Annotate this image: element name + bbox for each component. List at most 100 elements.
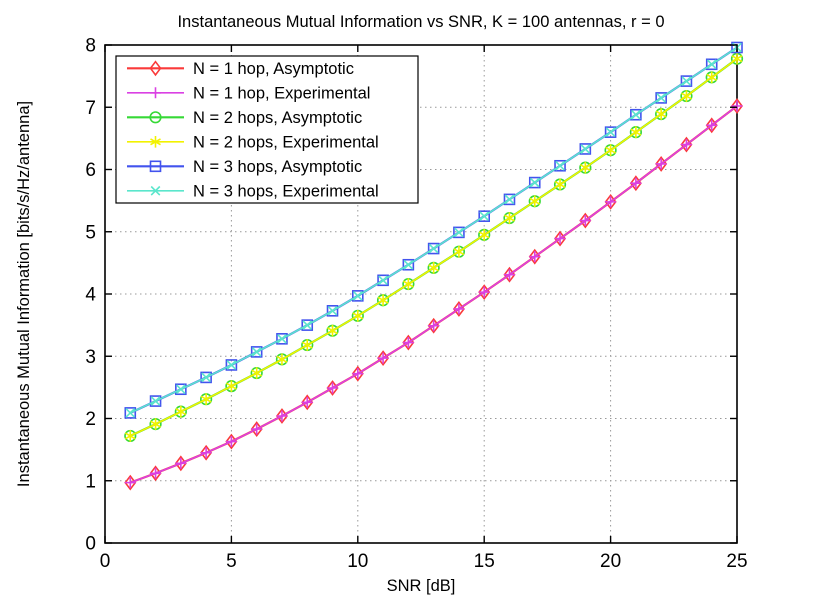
legend-entry-label: N = 2 hops, Asymptotic	[193, 109, 362, 127]
legend-entry-label: N = 3 hops, Experimental	[193, 182, 379, 200]
y-tick-label: 6	[85, 160, 96, 181]
plus-marker	[554, 233, 566, 245]
y-tick-label: 1	[85, 471, 96, 492]
legend: N = 1 hop, Asymptotic N = 1 hop, Experime…	[115, 55, 419, 204]
square-marker	[200, 371, 212, 384]
asterisk-marker	[175, 405, 187, 418]
square-marker	[402, 258, 415, 271]
x-marker	[631, 109, 641, 120]
square-marker	[276, 333, 288, 345]
square-marker	[225, 359, 238, 371]
x-tick-label: 5	[226, 551, 237, 572]
asterisk-marker	[352, 309, 364, 322]
y-tick-label: 8	[85, 36, 96, 57]
circle-marker	[149, 111, 162, 124]
y-axis-label: Instantaneous Mutual Information [bits/s…	[15, 101, 33, 487]
plus-marker	[301, 396, 313, 408]
x-marker	[504, 194, 515, 205]
legend-entry-label: N = 1 hop, Asymptotic	[193, 60, 354, 78]
asterisk-marker	[276, 353, 288, 366]
x-marker	[302, 320, 313, 330]
asterisk-marker	[529, 195, 541, 208]
asterisk-marker	[150, 136, 161, 148]
x-marker	[226, 360, 237, 370]
plus-marker	[377, 352, 389, 364]
plus-marker	[503, 269, 515, 281]
square-marker	[554, 159, 566, 172]
plus-marker	[150, 467, 162, 479]
series-1	[124, 100, 743, 489]
asterisk-marker	[706, 71, 718, 84]
square-marker	[528, 176, 541, 189]
asterisk-marker	[453, 245, 465, 258]
square-marker	[655, 92, 667, 104]
square-marker	[630, 108, 642, 121]
plus-marker	[478, 286, 490, 298]
plus-marker	[150, 87, 161, 99]
plus-marker	[352, 368, 364, 380]
square-marker	[377, 274, 389, 287]
x-marker	[580, 144, 591, 154]
series-3	[124, 52, 743, 442]
x-marker	[403, 259, 414, 270]
y-tick-label: 4	[85, 285, 96, 306]
asterisk-marker	[605, 144, 617, 157]
asterisk-marker	[681, 90, 692, 102]
square-marker	[604, 126, 617, 138]
x-marker	[555, 160, 565, 171]
asterisk-marker	[225, 380, 237, 392]
plus-marker	[529, 251, 541, 263]
diamond-marker	[149, 465, 162, 482]
x-marker	[479, 211, 490, 222]
legend-entry: N = 1 hop, Experimental	[127, 84, 370, 102]
asterisk-marker	[630, 126, 642, 138]
square-marker	[705, 58, 718, 71]
x-marker	[327, 305, 338, 316]
y-tick-label: 7	[85, 98, 96, 119]
x-axis-label: SNR [dB]	[387, 577, 456, 595]
plus-marker	[225, 436, 237, 448]
legend-entry-label: N = 2 hops, Experimental	[193, 133, 379, 151]
x-tick-label: 10	[347, 551, 368, 572]
legend-entry: N = 2 hops, Experimental	[127, 133, 379, 151]
plus-marker	[706, 119, 718, 131]
square-marker	[149, 160, 162, 173]
y-tick-label: 0	[85, 534, 96, 555]
plus-marker	[327, 382, 339, 394]
asterisk-marker	[731, 52, 743, 65]
x-marker	[681, 76, 692, 86]
plus-marker	[200, 447, 212, 459]
x-marker	[251, 347, 262, 357]
plus-marker	[124, 477, 136, 489]
square-marker	[503, 193, 516, 206]
y-tick-label: 5	[85, 222, 96, 243]
legend-entry: N = 2 hops, Asymptotic	[127, 109, 362, 127]
diamond-marker	[124, 474, 137, 491]
plus-marker	[175, 457, 187, 469]
x-marker	[378, 275, 388, 286]
diamond-marker	[730, 98, 744, 114]
square-marker	[731, 41, 743, 54]
x-tick-label: 25	[726, 551, 747, 572]
x-marker	[277, 333, 287, 344]
plus-marker	[453, 303, 465, 315]
square-marker	[351, 290, 364, 302]
asterisk-marker	[150, 418, 161, 430]
y-tick-label: 3	[85, 347, 96, 368]
asterisk-marker	[200, 393, 212, 406]
x-marker	[454, 227, 464, 238]
legend-entry-label: N = 1 hop, Experimental	[193, 84, 370, 102]
asterisk-marker	[402, 278, 414, 290]
x-marker	[428, 243, 439, 254]
asterisk-marker	[327, 324, 338, 337]
square-marker	[453, 226, 465, 239]
y-tick-label: 2	[85, 409, 96, 430]
series-5	[125, 42, 742, 418]
asterisk-marker	[377, 294, 389, 307]
x-marker	[125, 408, 136, 418]
square-marker	[326, 305, 339, 317]
square-marker	[680, 75, 693, 87]
plus-marker	[251, 423, 263, 435]
